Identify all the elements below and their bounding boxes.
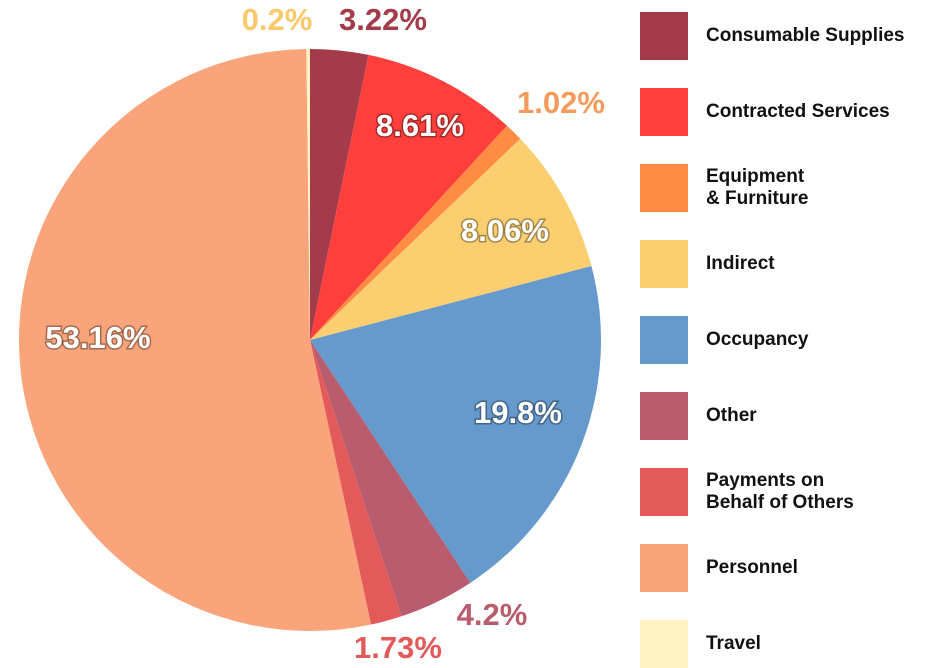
legend-label: Contracted Services <box>706 101 890 123</box>
pie-slice <box>19 49 371 632</box>
pie-slice <box>310 340 402 625</box>
legend-swatch <box>640 88 688 136</box>
legend-swatch <box>640 12 688 60</box>
legend-swatch <box>640 468 688 516</box>
pie-slice <box>310 125 521 340</box>
legend-item: Travel <box>640 620 761 668</box>
legend-label: Personnel <box>706 557 798 579</box>
legend-item: Consumable Supplies <box>640 12 904 60</box>
legend-label: Consumable Supplies <box>706 25 905 47</box>
slice-label: 8.61% <box>376 108 464 143</box>
slice-label: 53.16% <box>45 320 150 355</box>
pie-slice <box>310 54 507 341</box>
legend-item: Personnel <box>640 544 798 592</box>
legend-item: Indirect <box>640 240 775 288</box>
slice-label: 0.2% <box>242 2 313 37</box>
legend-swatch <box>640 620 688 668</box>
legend-label: Travel <box>706 633 761 655</box>
slice-label: 1.02% <box>517 85 605 120</box>
pie-slice <box>306 49 310 340</box>
legend-swatch <box>640 544 688 592</box>
legend-label: Occupancy <box>706 329 809 351</box>
legend-item: Occupancy <box>640 316 808 364</box>
slice-label: 4.2% <box>457 597 528 632</box>
legend-swatch <box>640 240 688 288</box>
pie-slice <box>310 49 369 340</box>
legend-label: Payments on Behalf of Others <box>706 470 854 513</box>
slice-label: 3.22% <box>339 2 427 37</box>
legend-item: Equipment & Furniture <box>640 164 808 212</box>
legend-label: Other <box>706 405 757 427</box>
pie-slice <box>310 340 471 617</box>
slice-label: 8.06% <box>461 213 549 248</box>
legend-item: Payments on Behalf of Others <box>640 468 854 516</box>
legend-swatch <box>640 164 688 212</box>
legend-label: Indirect <box>706 253 775 275</box>
legend-item: Other <box>640 392 757 440</box>
legend-item: Contracted Services <box>640 88 890 136</box>
slice-label: 19.8% <box>474 395 562 430</box>
legend-label: Equipment & Furniture <box>706 166 809 209</box>
slice-label: 1.73% <box>354 630 442 665</box>
legend-swatch <box>640 392 688 440</box>
pie-slice <box>310 138 592 340</box>
legend-swatch <box>640 316 688 364</box>
pie-slice <box>310 266 601 583</box>
